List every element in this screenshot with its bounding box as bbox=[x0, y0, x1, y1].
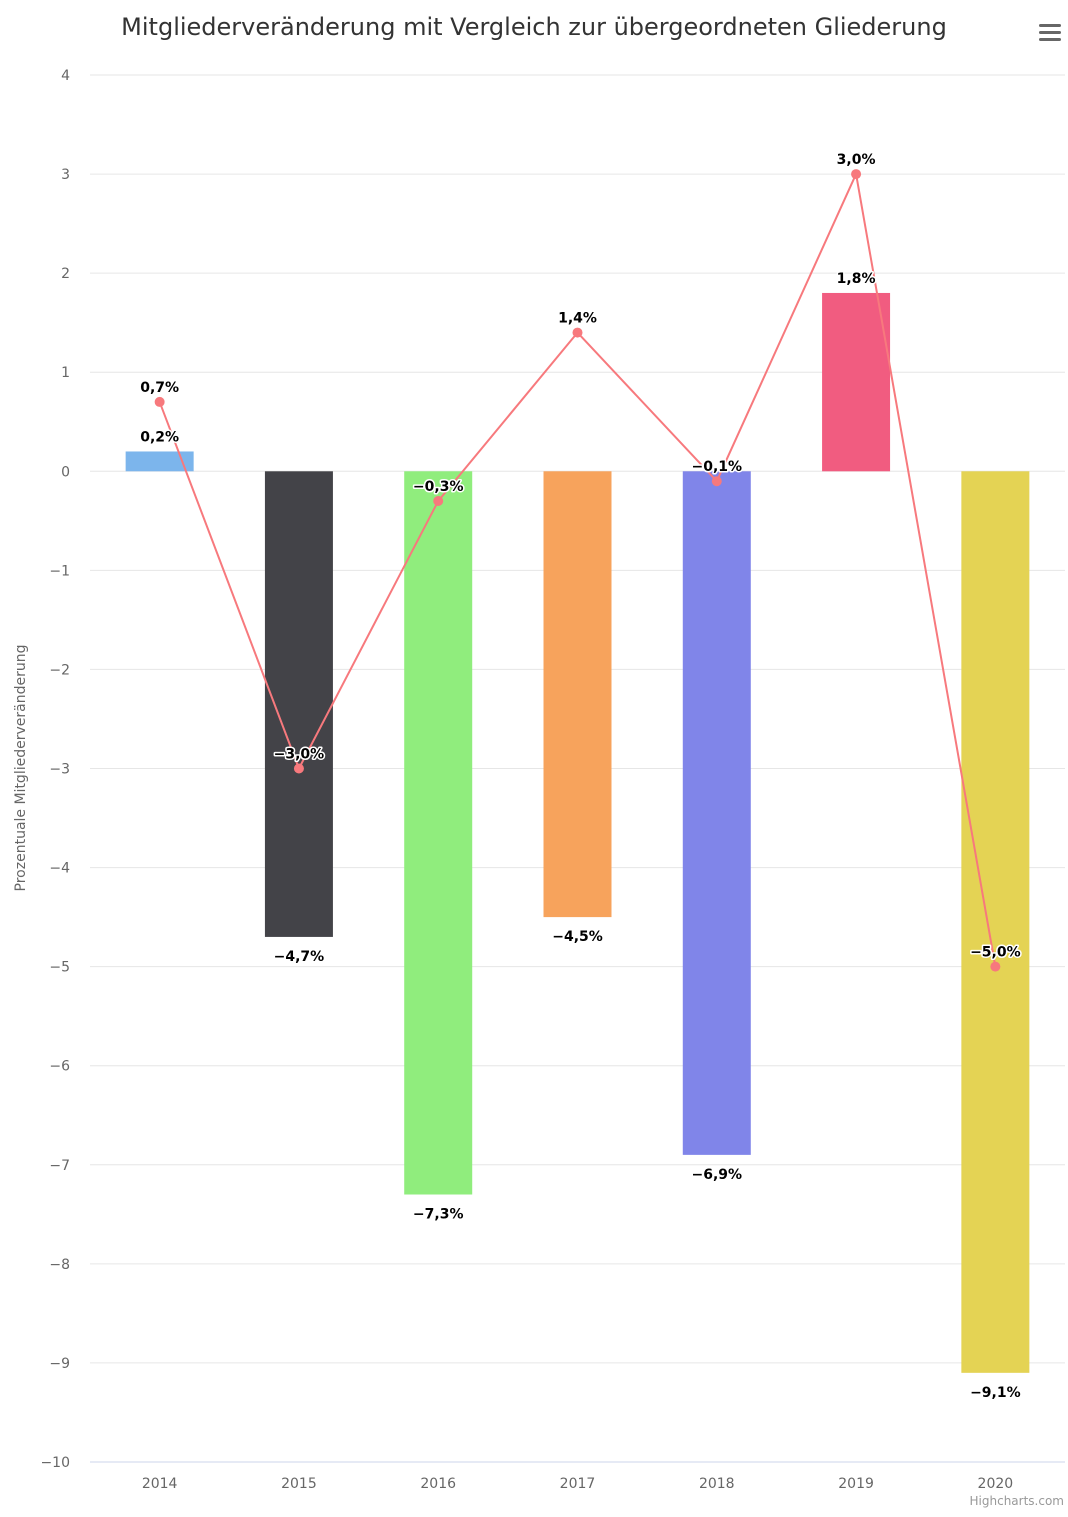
x-tick-label: 2019 bbox=[838, 1476, 874, 1492]
credits-link[interactable]: Highcharts.com bbox=[970, 1494, 1064, 1508]
line-data-label: −5,0% bbox=[970, 945, 1021, 961]
y-tick-label: −4 bbox=[49, 861, 70, 877]
x-tick-label: 2017 bbox=[560, 1476, 596, 1492]
line-point[interactable] bbox=[572, 327, 583, 338]
y-tick-label: −9 bbox=[49, 1356, 70, 1372]
bar[interactable] bbox=[682, 471, 751, 1155]
x-tick-label: 2014 bbox=[142, 1476, 178, 1492]
line-data-label: −0,1% bbox=[692, 459, 743, 475]
bar-data-label: −6,9% bbox=[692, 1167, 743, 1183]
y-tick-label: −2 bbox=[49, 662, 70, 678]
bar[interactable] bbox=[961, 471, 1030, 1373]
line-point[interactable] bbox=[990, 961, 1001, 972]
bar[interactable] bbox=[543, 471, 612, 918]
line-point[interactable] bbox=[433, 496, 444, 507]
line-data-label: −3,0% bbox=[274, 747, 325, 763]
chart-title: Mitgliederveränderung mit Vergleich zur … bbox=[121, 13, 947, 41]
x-axis-ticks: 2014 2015 2016 2017 2018 2019 2020 bbox=[90, 1461, 1065, 1492]
data-labels: 0,2% −4,7% −7,3% −4,5% −6,9% 1,8% −9,1% 0,7% −3,… bbox=[139, 151, 1022, 1403]
bar-data-label: −7,3% bbox=[413, 1207, 464, 1223]
y-tick-label: 4 bbox=[61, 68, 70, 84]
y-axis-title: Prozentuale Mitgliederveränderung bbox=[13, 645, 29, 892]
y-tick-label: 1 bbox=[61, 365, 70, 381]
line-data-label: 1,4% bbox=[558, 311, 597, 327]
bar-data-label: −4,5% bbox=[552, 929, 603, 945]
y-tick-label: −8 bbox=[49, 1257, 70, 1273]
y-tick-label: −5 bbox=[49, 960, 70, 976]
y-tick-label: 2 bbox=[61, 266, 70, 282]
line-data-label: 3,0% bbox=[837, 152, 876, 168]
y-tick-label: 3 bbox=[61, 167, 70, 183]
hamburger-menu-icon[interactable] bbox=[1030, 14, 1066, 48]
y-tick-label: −1 bbox=[49, 563, 70, 579]
x-tick-label: 2020 bbox=[978, 1476, 1014, 1492]
bar-data-label: 0,2% bbox=[140, 429, 179, 445]
line-point[interactable] bbox=[154, 396, 165, 407]
bar-data-label: −4,7% bbox=[274, 949, 325, 965]
x-tick-label: 2016 bbox=[420, 1476, 456, 1492]
column-series bbox=[125, 292, 1030, 1373]
line-point[interactable] bbox=[851, 169, 862, 180]
x-tick-label: 2015 bbox=[281, 1476, 317, 1492]
bar-data-label: −9,1% bbox=[970, 1385, 1021, 1401]
line-series bbox=[154, 169, 1001, 972]
bar[interactable] bbox=[822, 292, 891, 472]
bar-data-label: 1,8% bbox=[837, 271, 876, 287]
y-tick-label: −7 bbox=[49, 1158, 70, 1174]
bar[interactable] bbox=[404, 471, 473, 1195]
line-point[interactable] bbox=[293, 763, 304, 774]
bar[interactable] bbox=[125, 451, 194, 472]
line-data-label: 0,7% bbox=[140, 380, 179, 396]
bar[interactable] bbox=[264, 471, 333, 937]
y-tick-label: −3 bbox=[49, 762, 70, 778]
line-data-label: −0,3% bbox=[413, 479, 464, 495]
y-axis-ticks: 4 3 2 1 0 −1 −2 −3 −4 −5 −6 −7 −8 −9 −10 bbox=[40, 68, 70, 1471]
y-tick-label: 0 bbox=[61, 464, 70, 480]
line-point[interactable] bbox=[711, 476, 722, 487]
y-tick-label: −10 bbox=[40, 1455, 70, 1471]
x-tick-label: 2018 bbox=[699, 1476, 735, 1492]
y-tick-label: −6 bbox=[49, 1059, 70, 1075]
